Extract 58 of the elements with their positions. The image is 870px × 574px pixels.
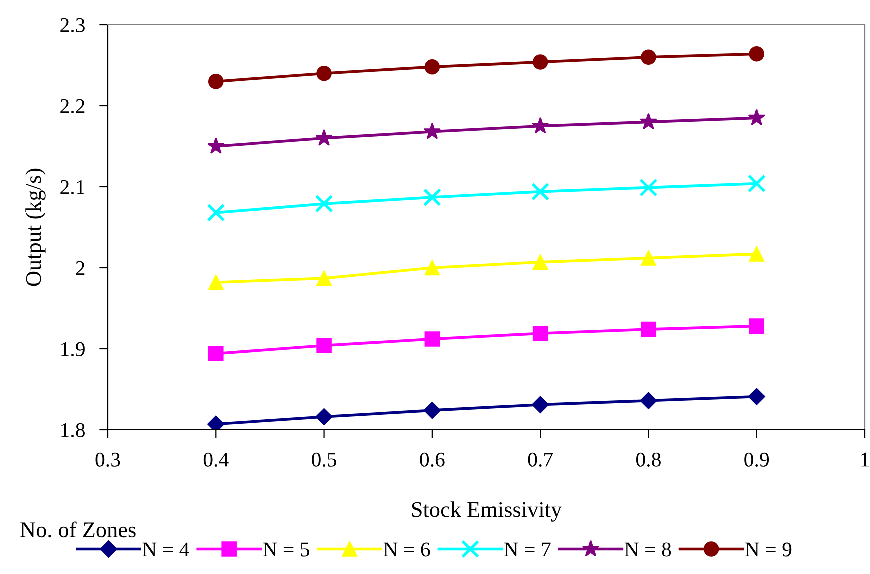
point (640, 113, 658, 130)
point (748, 388, 766, 406)
point (641, 50, 656, 66)
point (749, 46, 764, 62)
x-tick-label: 0.4 (204, 452, 229, 467)
point (532, 182, 550, 201)
point (423, 188, 442, 207)
legend-label: N = 6 (384, 542, 430, 557)
x-axis-title: Stock Emissivity (412, 502, 562, 522)
point (207, 204, 226, 222)
point (316, 129, 333, 146)
y-axis-title: Output (kg/s) (26, 168, 46, 286)
x-tick-label: 0.5 (312, 452, 336, 467)
legend-label: N = 8 (624, 542, 672, 557)
point (532, 254, 548, 270)
legend-label: N = 9 (745, 542, 792, 557)
x-tick-label: 1 (862, 452, 869, 467)
point (316, 338, 332, 354)
legend-label: N = 5 (263, 542, 310, 557)
y-tick-label: 2.3 (60, 18, 85, 33)
point (208, 74, 224, 90)
x-tick-label: 0.6 (420, 452, 445, 467)
point (424, 122, 442, 140)
point (208, 137, 225, 154)
y-tick-label: 1.9 (62, 342, 85, 357)
y-tick-label: 2.1 (60, 180, 85, 195)
point (641, 322, 656, 338)
y-tick-label: 1.8 (62, 423, 85, 438)
point (424, 260, 440, 276)
point (749, 318, 764, 334)
legend-label: N = 4 (142, 542, 190, 557)
point (424, 332, 440, 347)
x-tick-label: 0.8 (636, 452, 661, 467)
point (424, 59, 440, 75)
point (640, 178, 658, 197)
x-tick-label: 0.9 (744, 452, 770, 467)
point (316, 66, 332, 82)
point (748, 174, 766, 193)
point (532, 396, 550, 414)
legend-title: No. of Zones (20, 522, 136, 538)
x-tick-label: 0.7 (528, 452, 553, 467)
y-tick-label: 2 (76, 261, 85, 276)
point (208, 346, 224, 362)
point (424, 402, 441, 420)
point (640, 392, 658, 410)
point (208, 274, 224, 290)
point (532, 117, 550, 134)
point (316, 408, 333, 426)
point (749, 246, 764, 262)
point (641, 250, 656, 266)
x-tick-label: 0.3 (96, 452, 120, 467)
y-tick-label: 2.2 (60, 99, 85, 114)
point (316, 270, 332, 286)
point (315, 194, 334, 214)
point (532, 54, 548, 70)
legend-label: N = 7 (504, 542, 551, 557)
point (532, 326, 548, 342)
point (748, 109, 766, 126)
